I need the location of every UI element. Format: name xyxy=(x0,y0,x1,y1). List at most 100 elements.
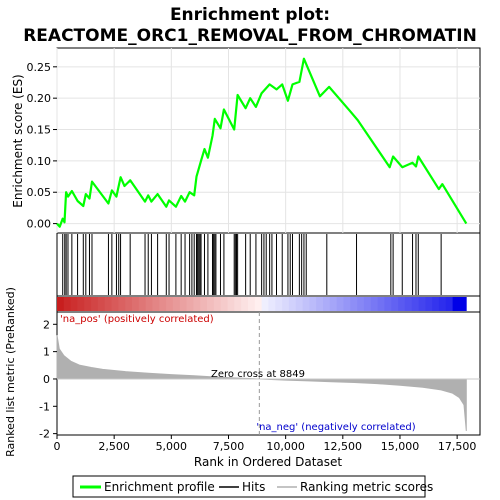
gradient-segment xyxy=(411,297,419,311)
gradient-segment xyxy=(104,297,112,311)
gradient-segment xyxy=(152,297,160,311)
gradient-segment xyxy=(132,297,140,311)
legend-enrichment-label: Enrichment profile xyxy=(104,480,215,494)
enrichment-line xyxy=(56,57,468,228)
es-yaxis-ticks: 0.00 0.05 0.10 0.15 0.20 0.25 xyxy=(27,61,57,231)
metric-yaxis-ticks: -2 -1 0 1 2 xyxy=(39,318,57,441)
gradient-segment xyxy=(432,297,440,311)
gradient-segment xyxy=(247,297,256,311)
metric-ytick-label: 0 xyxy=(43,373,50,386)
xtick-label: 2,500 xyxy=(98,440,130,453)
chart-title-line2: REACTOME_ORC1_REMOVAL_FROM_CHROMATIN xyxy=(23,26,477,46)
gradient-segment xyxy=(282,297,290,311)
gradient-segment xyxy=(213,297,222,311)
gradient-segment xyxy=(220,297,228,311)
gradient-segment xyxy=(323,297,331,311)
gradient-segment xyxy=(97,297,106,311)
gradient-segment xyxy=(288,297,297,311)
gradient-segment xyxy=(452,297,460,311)
gradient-segment xyxy=(370,297,379,311)
es-grid xyxy=(56,48,480,233)
metric-ylabel: Ranked list metric (PreRanked) xyxy=(4,287,17,457)
gradient-segment xyxy=(138,297,147,311)
xtick-label: 15,000 xyxy=(381,440,420,453)
gradient-segment xyxy=(268,297,276,311)
gradient-segment xyxy=(172,297,181,311)
es-panel-frame xyxy=(56,47,481,234)
ranking-metric-area xyxy=(56,312,480,435)
es-ytick-label: 0.20 xyxy=(27,92,52,105)
gradient-segment xyxy=(384,297,392,311)
hits-panel-frame xyxy=(56,232,481,297)
xtick-label: 0 xyxy=(54,440,61,453)
es-ytick-label: 0.10 xyxy=(27,155,52,168)
gradient-segment xyxy=(57,297,65,311)
chart-title-line1: Enrichment plot: xyxy=(170,5,330,25)
gradient-segment xyxy=(193,297,201,311)
xaxis-ticks: 0 2,500 5,000 7,500 10,000 12,500 15,000 17,500 xyxy=(54,435,477,453)
legend-metric-label: Ranking metric scores xyxy=(300,480,433,494)
metric-ytick-label: -1 xyxy=(39,400,50,413)
gradient-segment xyxy=(63,297,72,311)
negative-correlation-label: 'na_neg' (negatively correlated) xyxy=(256,422,415,433)
gradient-segment xyxy=(295,297,303,311)
gradient-segment xyxy=(91,297,99,311)
xtick-label: 12,500 xyxy=(324,440,363,453)
gradient-segment xyxy=(445,297,454,311)
metric-ytick-label: -2 xyxy=(39,428,50,441)
gradient-segment xyxy=(179,297,188,311)
gradient-segment xyxy=(309,297,317,311)
xtick-label: 17,500 xyxy=(438,440,477,453)
gradient-segment xyxy=(84,297,92,311)
gradient-segment xyxy=(425,297,433,311)
gradient-segment xyxy=(241,297,249,311)
es-ytick-label: 0.15 xyxy=(27,124,52,137)
gradient-segment xyxy=(438,297,447,311)
gradient-segment xyxy=(391,297,399,311)
gradient-segment xyxy=(350,297,358,311)
gradient-segment xyxy=(111,297,119,311)
gradient-segment xyxy=(377,297,385,311)
gradient-segment xyxy=(316,297,324,311)
metric-ytick-label: 1 xyxy=(43,346,50,359)
gradient-segment xyxy=(329,297,338,311)
gradient-segment xyxy=(302,297,310,311)
gradient-segment xyxy=(261,297,269,311)
gradient-segment xyxy=(234,297,242,311)
gradient-segment xyxy=(398,297,406,311)
gradient-segment xyxy=(207,297,215,311)
legend-hits-label: Hits xyxy=(242,480,265,494)
gradient-segment xyxy=(254,297,263,311)
gradient-segment xyxy=(200,297,208,311)
gradient-segment xyxy=(418,297,426,311)
gradient-segment xyxy=(275,297,283,311)
gradient-segment xyxy=(404,297,413,311)
ranking-gradient-bar xyxy=(57,297,467,311)
xtick-label: 10,000 xyxy=(266,440,305,453)
gradient-segment xyxy=(227,297,235,311)
es-ytick-label: 0.00 xyxy=(27,218,52,231)
gradient-segment xyxy=(70,297,78,311)
legend-box xyxy=(72,475,426,498)
enrichment-profile xyxy=(56,57,468,228)
es-ylabel: Enrichment score (ES) xyxy=(11,74,25,207)
gradient-segment xyxy=(186,297,194,311)
gradient-segment xyxy=(357,297,365,311)
es-ytick-label: 0.25 xyxy=(27,61,52,74)
gradient-segment xyxy=(336,297,344,311)
gradient-segment xyxy=(159,297,167,311)
zero-cross-label: Zero cross at 8849 xyxy=(211,369,305,380)
metric-ytick-label: 2 xyxy=(43,318,50,331)
xtick-label: 7,500 xyxy=(213,440,245,453)
gradient-segment xyxy=(166,297,174,311)
gradient-segment xyxy=(363,297,372,311)
gradient-segment xyxy=(125,297,133,311)
gradient-segment xyxy=(77,297,85,311)
hit-marks xyxy=(62,234,442,295)
gradient-segment xyxy=(118,297,126,311)
es-ytick-label: 0.05 xyxy=(27,186,52,199)
positive-correlation-label: 'na_pos' (positively correlated) xyxy=(60,314,214,325)
xtick-label: 5,000 xyxy=(156,440,188,453)
